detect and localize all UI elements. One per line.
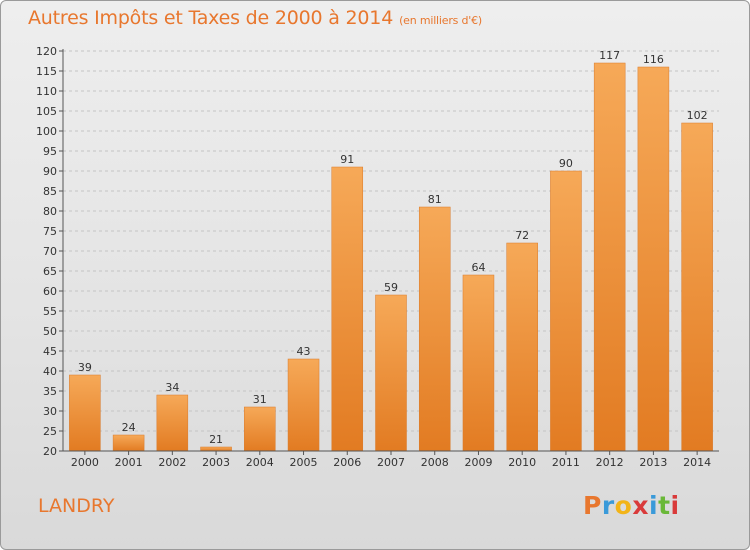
x-tick-label-2000: 2000 bbox=[71, 456, 99, 469]
y-tick-label: 120 bbox=[36, 45, 57, 58]
y-tick-label: 55 bbox=[43, 305, 57, 318]
bars bbox=[69, 62, 713, 452]
bar-2005 bbox=[287, 358, 320, 452]
chart-subtitle: (en milliers d'€) bbox=[399, 14, 482, 27]
logo-letter: o bbox=[614, 491, 633, 520]
value-label-2003: 21 bbox=[209, 433, 223, 446]
x-tick-label-2006: 2006 bbox=[333, 456, 361, 469]
x-axis-ticks: 2000 2001 2002 2003 2004 2005 2006 2007 2008 2009… bbox=[71, 451, 711, 469]
value-label-2007: 59 bbox=[384, 281, 398, 294]
bar-2010 bbox=[506, 242, 538, 452]
x-tick-label-2007: 2007 bbox=[377, 456, 405, 469]
x-tick-label-2013: 2013 bbox=[639, 456, 667, 469]
y-tick-label: 90 bbox=[43, 165, 57, 178]
y-tick-label: 45 bbox=[43, 345, 57, 358]
value-label-2014: 102 bbox=[687, 109, 708, 122]
value-label-2005: 43 bbox=[297, 345, 311, 358]
logo-letter: r bbox=[601, 491, 615, 520]
bar-2014 bbox=[681, 122, 713, 452]
value-label-2008: 81 bbox=[428, 193, 442, 206]
bar-2001 bbox=[112, 434, 145, 452]
x-tick-label-2012: 2012 bbox=[596, 456, 624, 469]
proxiti-logo: Proxiti bbox=[583, 491, 680, 520]
y-tick-label: 75 bbox=[43, 225, 57, 238]
y-tick-label: 85 bbox=[43, 185, 57, 198]
y-tick-label: 110 bbox=[36, 85, 57, 98]
value-label-2004: 31 bbox=[253, 393, 267, 406]
bar-2004 bbox=[244, 406, 276, 452]
y-tick-label: 50 bbox=[43, 325, 57, 338]
bar-2000 bbox=[69, 374, 101, 452]
commune-name: LANDRY bbox=[38, 495, 115, 517]
x-tick-label-2008: 2008 bbox=[421, 456, 449, 469]
bar-2009 bbox=[462, 274, 495, 452]
chart-title-text: Autres Impôts et Taxes de 2000 à 2014 bbox=[28, 7, 394, 29]
y-tick-label: 20 bbox=[43, 445, 57, 458]
bar-2013 bbox=[637, 66, 670, 452]
value-label-2000: 39 bbox=[78, 361, 92, 374]
x-tick-label-2014: 2014 bbox=[683, 456, 711, 469]
y-tick-label: 60 bbox=[43, 285, 57, 298]
value-label-2011: 90 bbox=[559, 157, 573, 170]
y-tick-label: 115 bbox=[36, 65, 57, 78]
y-tick-label: 35 bbox=[43, 385, 57, 398]
y-tick-label: 105 bbox=[36, 105, 57, 118]
value-labels: 39 24 34 21 31 43 91 59 81 64 72 90 117 116 102 bbox=[78, 49, 708, 446]
logo-letter: i bbox=[670, 491, 680, 520]
x-tick-label-2001: 2001 bbox=[115, 456, 143, 469]
value-label-2006: 91 bbox=[340, 153, 354, 166]
y-tick-label: 30 bbox=[43, 405, 57, 418]
x-tick-label-2004: 2004 bbox=[246, 456, 274, 469]
value-label-2010: 72 bbox=[515, 229, 529, 242]
x-tick-label-2009: 2009 bbox=[464, 456, 492, 469]
x-tick-label-2003: 2003 bbox=[202, 456, 230, 469]
x-tick-label-2011: 2011 bbox=[552, 456, 580, 469]
bar-2003 bbox=[200, 446, 232, 452]
bar-2011 bbox=[550, 170, 582, 452]
bar-2007 bbox=[375, 294, 407, 452]
x-tick-label-2005: 2005 bbox=[290, 456, 318, 469]
value-label-2013: 116 bbox=[643, 53, 664, 66]
logo-letter: P bbox=[583, 491, 602, 520]
chart-title: Autres Impôts et Taxes de 2000 à 2014 (en… bbox=[28, 7, 482, 29]
logo-letter: x bbox=[632, 491, 649, 520]
value-label-2012: 117 bbox=[599, 49, 620, 62]
y-tick-label: 95 bbox=[43, 145, 57, 158]
bar-2006 bbox=[331, 166, 364, 452]
value-label-2009: 64 bbox=[471, 261, 485, 274]
y-tick-label: 40 bbox=[43, 365, 57, 378]
y-tick-label: 70 bbox=[43, 245, 57, 258]
logo-letter: t bbox=[658, 491, 671, 520]
y-tick-label: 80 bbox=[43, 205, 57, 218]
bar-2008 bbox=[418, 206, 451, 452]
y-axis-ticks: 20 25 30 35 40 45 50 55 60 65 70 75 80 85 90 95 100 105 11… bbox=[36, 45, 63, 458]
y-tick-label: 65 bbox=[43, 265, 57, 278]
x-tick-label-2002: 2002 bbox=[158, 456, 186, 469]
bar-2012 bbox=[593, 62, 626, 452]
x-tick-label-2010: 2010 bbox=[508, 456, 536, 469]
value-label-2002: 34 bbox=[165, 381, 179, 394]
value-label-2001: 24 bbox=[122, 421, 136, 434]
y-tick-label: 100 bbox=[36, 125, 57, 138]
logo-letter: i bbox=[649, 491, 659, 520]
y-tick-label: 25 bbox=[43, 425, 57, 438]
bar-2002 bbox=[156, 394, 189, 452]
